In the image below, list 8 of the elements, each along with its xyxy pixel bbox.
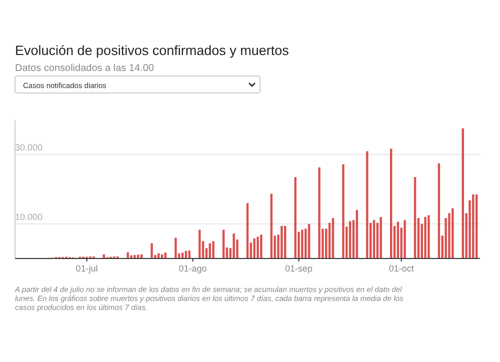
y-tick-label: 30.000 [15, 142, 43, 153]
chart-title: Evolución de positivos confirmados y muertos [15, 43, 290, 58]
x-tick-label: 01-oct [388, 264, 414, 274]
x-tick-label: 01-ago [178, 264, 207, 274]
y-tick-label: 10.000 [15, 212, 43, 222]
x-tick-label: 01-sep [285, 264, 313, 274]
x-tick-label: 01-jul [76, 264, 98, 274]
chart-subtitle: Datos consolidados a las 14.00 [15, 63, 154, 74]
